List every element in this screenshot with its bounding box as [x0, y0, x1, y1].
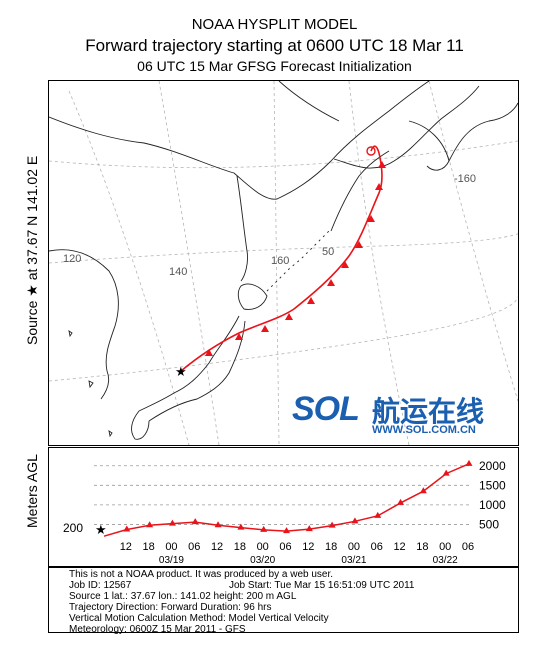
- grid-label-neg160: -160: [454, 173, 476, 185]
- altitude-tick-label: 1000: [479, 498, 506, 512]
- altitude-marker: [442, 469, 450, 476]
- trajectory-marker: [367, 215, 375, 222]
- hour-tick-label: 12: [302, 541, 314, 553]
- start-star-icon: ★: [95, 522, 107, 537]
- trajectory-markers: [205, 146, 386, 356]
- trajectory-marker: [341, 261, 349, 268]
- info-meteorology: Meteorology: 0600Z 15 Mar 2011 - GFS: [69, 624, 246, 635]
- hour-tick-label: 00: [257, 541, 269, 553]
- map-svg: 120 140 160 -160 50 ★: [48, 80, 526, 446]
- altitude-marker: [465, 459, 473, 466]
- altitude-marker: [260, 525, 268, 532]
- source-star-icon: ★: [175, 364, 187, 379]
- title-line-3: 06 UTC 15 Mar GFSG Forecast Initializati…: [137, 58, 412, 74]
- map-grid-labels: 120 140 160 -160 50: [63, 173, 476, 278]
- hour-tick-label: 18: [234, 541, 246, 553]
- trajectory-marker: [205, 349, 213, 356]
- altitude-tick-label: 2000: [479, 459, 506, 473]
- altitude-marker: [305, 525, 313, 532]
- trajectory-marker: [378, 161, 386, 168]
- hour-tick-label: 06: [188, 541, 200, 553]
- altitude-marker: [214, 521, 222, 528]
- altitude-marker: [146, 521, 154, 528]
- info-source: Source 1 lat.: 37.67 lon.: 141.02 height…: [69, 591, 297, 602]
- altitude-marker: [328, 521, 336, 528]
- altitude-marker: [419, 487, 427, 494]
- altitude-marker: [397, 498, 405, 505]
- info-job-start: Job Start: Tue Mar 15 16:51:09 UTC 2011: [229, 580, 415, 591]
- grid-label-lat50: 50: [322, 246, 334, 258]
- date-tick-label: 03/20: [250, 555, 275, 566]
- trajectory-marker: [285, 313, 293, 320]
- sol-logo: SOL 航运在线 WWW.SOL.COM.CN: [292, 388, 517, 442]
- hour-tick-label: 06: [462, 541, 474, 553]
- altitude-marker: [237, 523, 245, 530]
- grid-label-120: 120: [63, 253, 81, 265]
- trajectory-marker: [307, 297, 315, 304]
- info-direction: Trajectory Direction: Forward Duration: …: [69, 602, 272, 613]
- altitude-marker: [374, 511, 382, 518]
- date-tick-label: 03/21: [341, 555, 366, 566]
- logo-sol-text: SOL: [292, 390, 360, 428]
- title-line-1: NOAA HYSPLIT MODEL: [191, 16, 358, 33]
- hour-tick-label: 00: [165, 541, 177, 553]
- grid-label-160: 160: [271, 255, 289, 267]
- altitude-series-line: [103, 463, 470, 537]
- date-tick-label: 03/19: [159, 555, 184, 566]
- date-tick-label: 03/22: [433, 555, 458, 566]
- trajectory-marker: [327, 279, 335, 286]
- trajectory-marker: [375, 183, 383, 190]
- hour-tick-label: 12: [120, 541, 132, 553]
- hour-tick-label: 06: [371, 541, 383, 553]
- logo-chinese-text: 航运在线: [372, 396, 485, 427]
- hour-tick-label: 12: [211, 541, 223, 553]
- hour-tick-label: 00: [439, 541, 451, 553]
- trajectory-marker: [261, 325, 269, 332]
- altitude-tick-label: 1500: [479, 478, 506, 492]
- trajectory-marker: [235, 333, 243, 340]
- info-vertical-method: Vertical Motion Calculation Method: Mode…: [69, 613, 329, 624]
- hour-tick-label: 18: [416, 541, 428, 553]
- hour-tick-label: 06: [279, 541, 291, 553]
- hour-tick-label: 18: [143, 541, 155, 553]
- map-graticule: [48, 80, 526, 446]
- altitude-marker: [351, 517, 359, 524]
- grid-label-140: 140: [169, 266, 187, 278]
- title-line-2: Forward trajectory starting at 0600 UTC …: [85, 36, 464, 55]
- trajectory-path: [180, 145, 383, 372]
- hour-tick-label: 00: [348, 541, 360, 553]
- start-altitude-label: 200: [63, 521, 83, 535]
- logo-url-text: WWW.SOL.COM.CN: [372, 424, 476, 436]
- info-disclaimer: This is not a NOAA product. It was produ…: [69, 569, 334, 580]
- trajectory-map: 120 140 160 -160 50 ★: [48, 80, 526, 446]
- altitude-marker: [283, 527, 290, 534]
- trajectory-end-marker: [366, 146, 376, 156]
- altitude-chart: 2000 1500 1000 500 200 ★: [48, 447, 519, 567]
- source-location-label: Source ★ at 37.67 N 141.02 E: [24, 155, 40, 345]
- time-axis: 12 18 00 06 12 18 00 06 12 18 00 06 12 18 00 06 03/19 03…: [120, 541, 474, 566]
- info-job-id: Job ID: 12567: [69, 580, 132, 591]
- map-coastlines: [48, 80, 519, 440]
- altitude-axis-label: Meters AGL: [24, 454, 40, 528]
- altitude-marker: [191, 518, 199, 525]
- trajectory-marker: [355, 241, 363, 248]
- altitude-marker: [123, 525, 131, 532]
- hour-tick-label: 18: [325, 541, 337, 553]
- hour-tick-label: 12: [393, 541, 405, 553]
- run-info-panel: This is not a NOAA product. It was produ…: [48, 567, 519, 635]
- altitude-tick-label: 500: [479, 517, 499, 531]
- altitude-svg: 2000 1500 1000 500 200 ★: [63, 459, 506, 537]
- altitude-marker: [168, 519, 176, 526]
